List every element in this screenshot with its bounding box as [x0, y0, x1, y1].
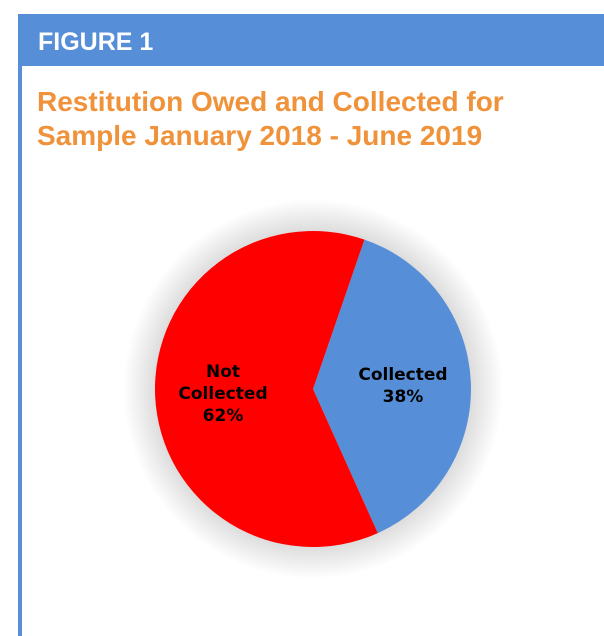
- pie-slice-not-collected: [154, 230, 378, 547]
- pie-labels: Collected 38%Not Collected 62%: [178, 362, 447, 426]
- pie-label-line: Collected: [178, 384, 267, 404]
- pie-slices: [154, 230, 471, 547]
- pie-label-collected: Collected 38%: [358, 365, 447, 407]
- chart-title-line-1: Restitution Owed and Collected for: [37, 86, 504, 117]
- pie-label-line: 62%: [203, 406, 244, 426]
- figure-left-border: [18, 66, 22, 636]
- figure-header-bar: FIGURE 1: [18, 14, 604, 66]
- chart-title: Restitution Owed and Collected for Sampl…: [37, 85, 597, 153]
- pie-label-line: Not: [206, 362, 240, 382]
- figure-label: FIGURE 1: [38, 28, 154, 56]
- pie-slice-collected: [313, 239, 471, 534]
- pie-label-not-collected: Not Collected 62%: [178, 362, 267, 426]
- pie-label-line: Collected: [358, 365, 447, 385]
- pie-label-line: 38%: [383, 387, 424, 407]
- chart-title-line-2: Sample January 2018 - June 2019: [37, 120, 483, 151]
